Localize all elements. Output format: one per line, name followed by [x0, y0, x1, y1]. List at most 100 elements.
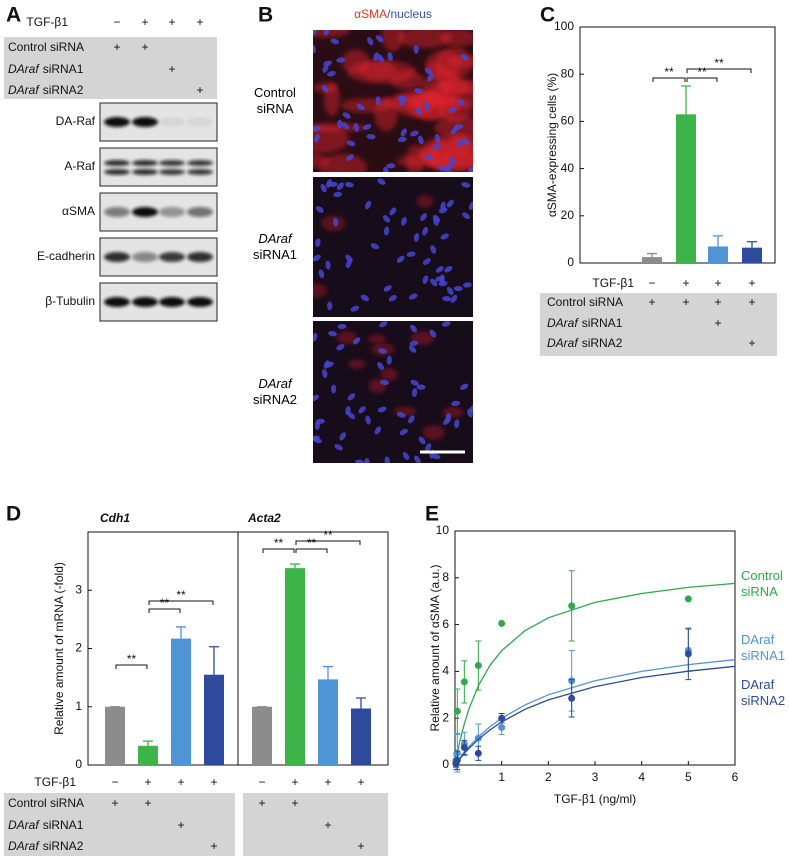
sirna-name: siRNA1 — [43, 62, 84, 76]
treatment-mark: + — [196, 15, 203, 29]
nucleus — [422, 226, 428, 236]
significance-label: ** — [307, 536, 317, 550]
nucleus — [410, 379, 419, 386]
significance-bracket — [262, 548, 295, 553]
point — [568, 602, 576, 610]
sirna-name: siRNA1 — [582, 316, 623, 330]
bar — [742, 247, 762, 263]
nucleus — [355, 459, 364, 463]
stain — [381, 30, 404, 52]
title-part: /nucleus — [387, 7, 432, 21]
nucleus — [333, 191, 343, 198]
treatment-mark: + — [357, 775, 364, 789]
nucleus — [408, 415, 415, 424]
nucleus — [322, 369, 328, 378]
band — [104, 207, 130, 217]
nucleus — [397, 95, 407, 101]
point — [498, 619, 506, 627]
stain — [367, 334, 386, 344]
error-bar — [647, 252, 657, 258]
x-tick-label: 2 — [545, 770, 552, 784]
title-part: αSMA — [354, 7, 387, 21]
y-tick-label: 4 — [442, 664, 449, 678]
nucleus — [358, 406, 366, 414]
error-bar — [209, 646, 219, 675]
nucleus — [450, 126, 458, 135]
nucleus — [364, 457, 370, 463]
nucleus — [313, 435, 320, 442]
nucleus — [313, 254, 321, 262]
nucleus — [322, 64, 329, 73]
nucleus — [435, 266, 444, 273]
nucleus — [454, 419, 460, 429]
nucleus — [350, 305, 360, 312]
bar — [708, 246, 728, 263]
sirna-name: Control siRNA — [8, 796, 84, 810]
nucleus — [336, 119, 343, 129]
treatment-box — [540, 293, 777, 356]
nucleus — [440, 201, 446, 211]
nucleus — [440, 233, 449, 240]
gene-name: DAraf — [8, 83, 40, 97]
treatment-mark: + — [144, 796, 151, 810]
nucleus — [334, 444, 343, 451]
nucleus — [416, 384, 426, 390]
point — [460, 678, 468, 686]
nucleus — [448, 107, 457, 113]
treatment-mark: + — [714, 316, 721, 330]
nucleus — [327, 301, 333, 311]
stain — [348, 359, 366, 369]
nucleus — [320, 183, 327, 193]
row-label: DAraf siRNA2 — [8, 839, 84, 853]
nucleus — [401, 216, 407, 226]
treatment-mark: + — [291, 775, 298, 789]
significance-label: ** — [697, 65, 707, 79]
nucleus — [315, 206, 324, 213]
blot-label: β-Tubulin — [45, 294, 95, 308]
nucleus — [415, 107, 422, 116]
legend-entry: DAraf siRNA2 — [741, 677, 786, 708]
y-tick-label: 8 — [442, 570, 449, 584]
error-bar — [143, 740, 153, 746]
micrograph — [313, 177, 473, 317]
nucleus — [444, 265, 453, 273]
fit-curve — [456, 582, 736, 753]
nucleus — [431, 453, 441, 460]
nucleus — [460, 54, 469, 61]
point — [474, 662, 482, 670]
band — [187, 169, 213, 175]
band — [159, 297, 185, 307]
y-tick-label: 60 — [561, 114, 575, 128]
nucleus — [424, 101, 430, 111]
nucleus — [313, 44, 317, 54]
stain — [442, 407, 464, 418]
nucleus — [323, 30, 330, 36]
nucleus — [360, 294, 370, 302]
nucleus — [378, 348, 387, 354]
nucleus — [410, 130, 419, 137]
treatment-mark: + — [111, 796, 118, 810]
y-tick-label: 2 — [442, 710, 449, 724]
blot-label: αSMA — [62, 204, 95, 218]
significance-bracket — [295, 540, 361, 545]
nucleus — [425, 443, 432, 452]
significance-bracket — [148, 600, 214, 605]
error-bar — [713, 235, 723, 247]
gene-name: DAraf — [258, 231, 292, 246]
nucleus — [389, 207, 397, 216]
nucleus — [321, 84, 329, 93]
nucleus — [400, 128, 407, 137]
nucleus — [451, 400, 461, 407]
stain — [380, 367, 398, 381]
significance-label: ** — [323, 528, 333, 542]
stain — [341, 49, 370, 74]
image-label: DAraf siRNA1 — [240, 231, 310, 263]
nucleus — [468, 201, 473, 211]
treatment-mark: + — [748, 336, 755, 350]
treatment-mark: + — [714, 276, 721, 290]
band — [104, 160, 130, 166]
bar — [676, 114, 696, 263]
y-tick-label: 20 — [561, 208, 575, 222]
stain — [418, 134, 473, 170]
image-label: DAraf siRNA2 — [240, 376, 310, 408]
